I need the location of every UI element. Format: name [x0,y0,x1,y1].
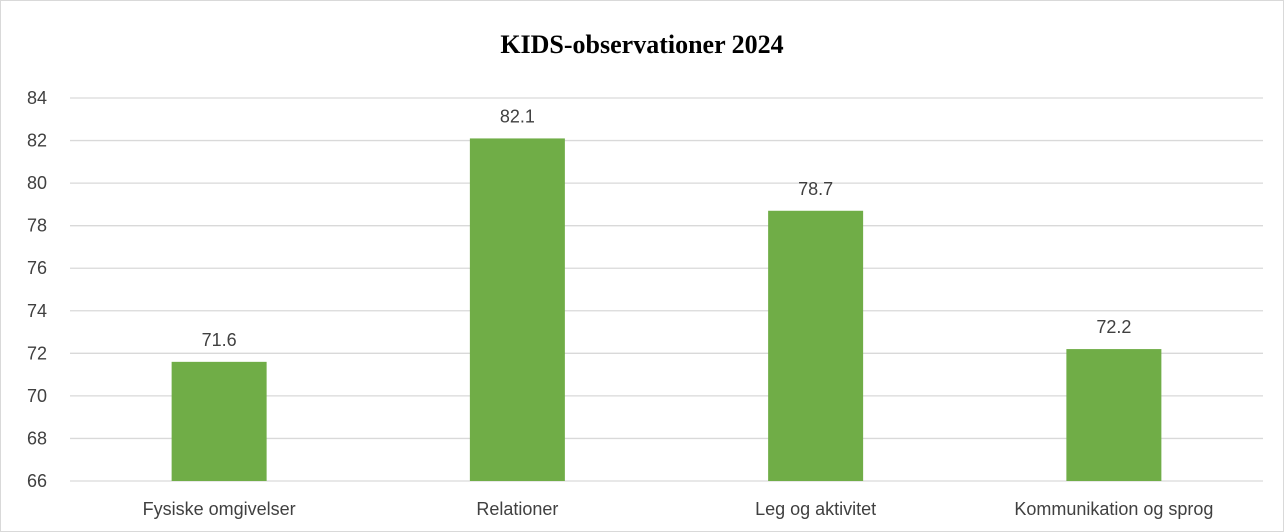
gridlines [70,97,1263,482]
bar-value-label: 78.7 [798,179,833,199]
y-tick-label: 70 [27,386,47,406]
y-tick-label: 80 [27,173,47,193]
y-axis-ticks: 66 68 70 72 74 76 78 80 82 84 [27,88,47,491]
y-tick-label: 76 [27,258,47,278]
x-tick-label: Relationer [476,499,558,519]
chart-title: KIDS-observationer 2024 [500,30,784,59]
x-tick-label: Fysiske omgivelser [143,499,296,519]
bars [171,138,1162,481]
y-tick-label: 78 [27,216,47,236]
y-tick-label: 84 [27,88,47,108]
y-tick-label: 66 [27,471,47,491]
bar-value-label: 71.6 [202,330,237,350]
y-tick-label: 68 [27,428,47,448]
bar [171,361,267,481]
bar-value-label: 82.1 [500,106,535,126]
data-labels: 71.6 82.1 78.7 72.2 [202,106,1132,349]
bar-value-label: 72.2 [1096,317,1131,337]
y-tick-label: 72 [27,343,47,363]
bar [1066,349,1162,481]
bar [768,210,864,481]
bar [469,138,565,481]
x-tick-label: Leg og aktivitet [755,499,876,519]
x-tick-label: Kommunikation og sprog [1014,499,1213,519]
x-axis-ticks: Fysiske omgivelser Relationer Leg og aktiv… [143,499,1214,519]
y-tick-label: 82 [27,131,47,151]
y-tick-label: 74 [27,301,47,321]
